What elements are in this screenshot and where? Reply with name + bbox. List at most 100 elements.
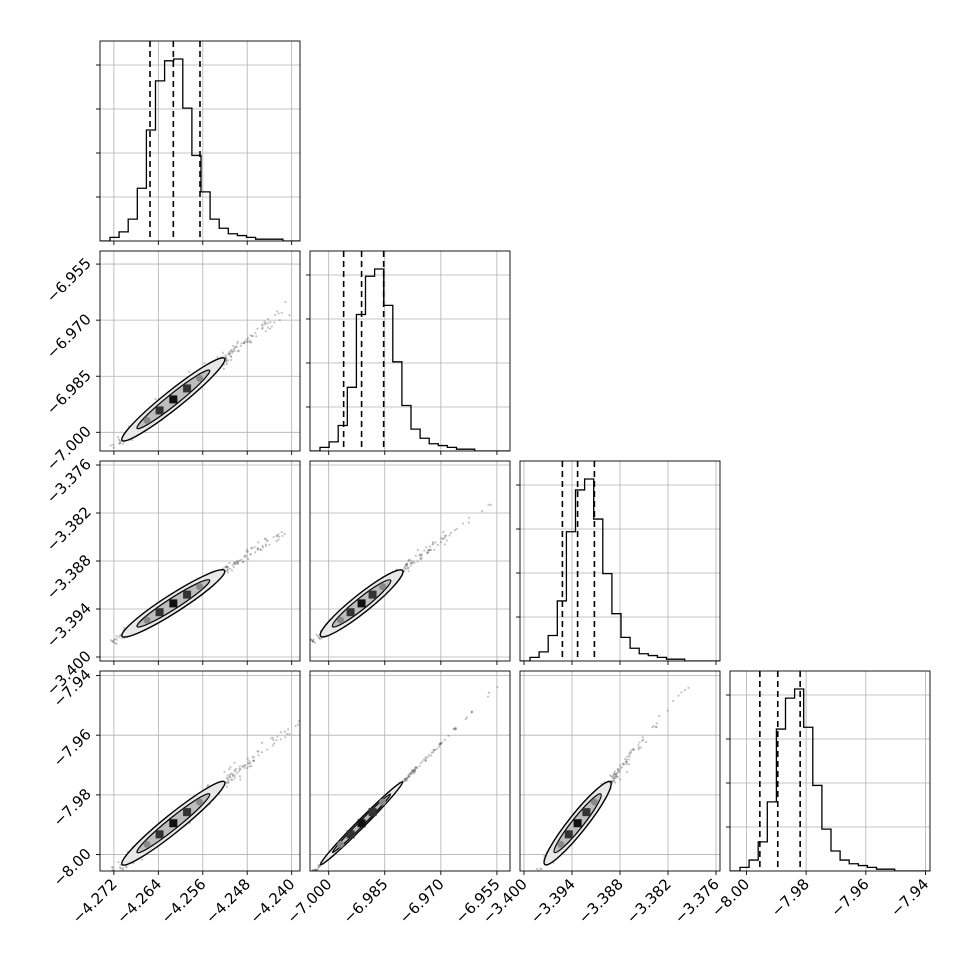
density-core: [346, 830, 355, 839]
density-mid: [196, 798, 204, 806]
scatter-point: [405, 778, 409, 781]
y-tick-label: −3.388: [43, 551, 95, 603]
scatter-point: [118, 866, 122, 869]
scatter-point: [480, 510, 484, 513]
scatter-point: [226, 566, 229, 569]
scatter-point: [461, 522, 465, 525]
scatter-point: [284, 300, 287, 303]
panel-content: [535, 686, 690, 874]
scatter-point: [443, 543, 446, 546]
panel-content: [310, 251, 510, 451]
scatter-point: [414, 767, 417, 770]
scatter-point: [110, 639, 113, 642]
scatter-point: [416, 548, 419, 551]
density-mid: [337, 616, 345, 624]
scatter-point: [438, 743, 442, 746]
panel-content: [310, 483, 510, 644]
scatter-point: [335, 687, 337, 689]
scatter-point: [281, 534, 284, 538]
panel-content: [311, 686, 499, 871]
density-mid: [557, 840, 565, 848]
scatter-point: [335, 496, 337, 498]
scatter-point: [224, 566, 227, 569]
scatter-point: [404, 563, 407, 566]
scatter-point: [640, 739, 644, 742]
scatter-point: [246, 762, 250, 765]
scatter-point: [412, 769, 415, 772]
scatter-point: [414, 770, 417, 773]
scatter-point: [680, 691, 683, 694]
scatter-point: [687, 686, 690, 689]
scatter-point: [111, 640, 114, 643]
scatter-point: [119, 634, 122, 637]
scatter-point: [470, 711, 473, 714]
scatter-point: [539, 872, 541, 874]
scatter-point: [655, 725, 658, 729]
scatter-point: [311, 640, 314, 643]
scatter-point: [638, 741, 641, 744]
scatter-point: [651, 725, 654, 729]
y-tick-label: −8.00: [50, 845, 95, 890]
scatter-point: [266, 322, 269, 325]
scatter-point: [467, 521, 470, 524]
scatter-point: [111, 640, 114, 643]
scatter-point: [438, 743, 441, 746]
scatter-point: [426, 552, 429, 555]
scatter-point: [226, 778, 229, 781]
scatter-point: [121, 868, 124, 871]
scatter-point: [226, 569, 229, 572]
scatter-point: [313, 641, 317, 644]
panel-frame: [99, 40, 301, 242]
panel-content: [730, 671, 930, 871]
scatter-point: [336, 685, 338, 687]
scatter-point: [448, 534, 451, 537]
scatter-point: [294, 724, 297, 728]
scatter-point: [403, 567, 406, 570]
scatter-point: [414, 766, 417, 769]
scatter-point: [263, 538, 266, 541]
scatter-point: [260, 741, 264, 744]
scatter-point: [249, 552, 252, 556]
scatter-point: [612, 774, 615, 777]
scatter-point: [117, 438, 121, 441]
scatter-point: [279, 738, 282, 741]
scatter-point: [428, 545, 431, 548]
scatter-point: [264, 543, 267, 546]
scatter-point: [272, 536, 275, 539]
scatter-point: [304, 717, 306, 719]
x-tick-label: −3.388: [575, 875, 627, 927]
scatter-point: [119, 634, 122, 637]
scatter-point: [620, 765, 624, 769]
scatter-point: [287, 728, 290, 731]
scatter-point: [310, 638, 313, 642]
scatter-point: [254, 551, 257, 554]
scatter-point: [244, 339, 247, 342]
scatter-point: [439, 541, 443, 544]
scatter-point: [232, 347, 236, 351]
scatter-point: [612, 776, 615, 779]
scatter-point: [117, 636, 120, 639]
scatter-point: [230, 351, 234, 354]
scatter-point: [236, 342, 239, 345]
scatter-point: [418, 764, 421, 768]
scatter-point: [239, 768, 242, 771]
scatter-point: [259, 548, 262, 551]
scatter-point: [441, 537, 444, 541]
scatter-point: [432, 542, 435, 545]
scatter-point: [637, 744, 640, 747]
scatter-point: [471, 711, 474, 714]
density-core: [582, 808, 591, 817]
scatter-point: [225, 356, 228, 359]
scatter-point: [276, 310, 279, 313]
scatter-point: [610, 776, 613, 779]
scatter-point: [227, 781, 230, 784]
scatter-point: [315, 711, 317, 713]
scatter-point: [616, 771, 619, 774]
scatter-point: [250, 764, 253, 768]
scatter-point: [275, 739, 278, 742]
scatter-point: [436, 543, 439, 546]
scatter-point: [404, 564, 407, 567]
scatter-point: [430, 754, 433, 757]
scatter-point: [283, 532, 286, 535]
scatter-point: [280, 731, 283, 734]
